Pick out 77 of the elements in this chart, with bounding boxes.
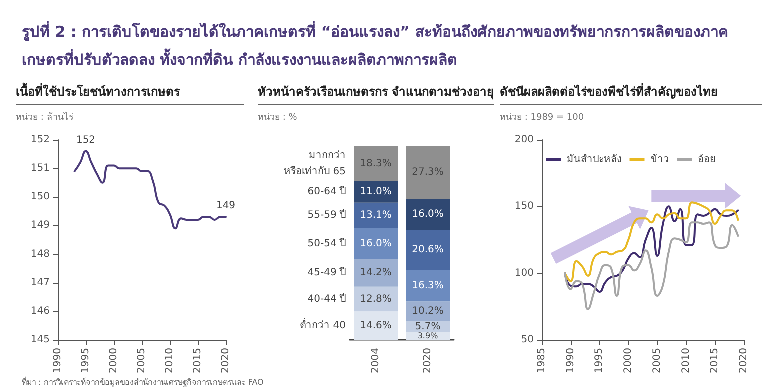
chart-subtitle: หน่วย : ล้านไร่ [16,111,75,124]
chart-title: ดัชนีผลผลิตต่อไร่ของพืชไร่ที่สำคัญของไทย [500,82,762,105]
y-tick-label: 151 [30,163,50,174]
data-label: 14.6% [360,320,392,332]
data-label: 27.3% [412,166,444,178]
y-tick-label: 200 [514,134,534,146]
x-tick-label: 2020 [220,348,232,374]
series-label: ต่ำกว่า 40 [300,317,346,332]
y-tick-label: 146 [30,306,50,317]
legend-label: อ้อย [698,154,716,166]
data-label: 12.8% [360,294,392,305]
line-series [564,202,740,282]
x-tick-label: 2000 [108,348,120,374]
x-tick-label: 2010 [680,348,692,374]
annotation: 149 [216,200,236,212]
chart-title: เนื้อที่ใช้ประโยชน์ทางการเกษตร [16,82,244,105]
data-label: 16.0% [360,238,392,250]
y-tick-label: 145 [30,334,50,346]
bar [406,230,450,270]
legend-label: ข้าว [650,154,670,166]
text: ที่มา : การวิเคราะห์จากข้อมูลของสำนักงานเศรษฐกิจการเกษตรและ FAO [22,376,264,389]
bar [354,312,398,340]
bar [406,146,450,199]
data-label: 13.1% [360,210,392,222]
data-label: 10.2% [412,306,444,317]
data-label: 16.0% [412,208,444,220]
x-tick-label: 1985 [536,348,548,374]
series-label: 45-49 ปี [308,266,346,279]
y-tick-label: 100 [514,268,534,279]
x-tick-label: 2005 [652,348,663,374]
bar [406,302,450,322]
x-tick-label: 2015 [192,348,204,374]
series-label: 55-59 ปี [308,209,346,222]
x-tick-label: 2020 [422,348,434,374]
y-tick-label: 150 [514,201,534,212]
data-label: 14.2% [360,268,392,279]
line-series [564,206,740,293]
data-label: 18.3% [360,158,392,170]
bar [354,228,398,260]
line-series [564,222,740,310]
annotation: 152 [76,134,96,146]
bar [354,182,398,203]
data-label: 3.9% [418,332,439,341]
y-tick-label: 152 [30,134,50,146]
y-tick-label: 50 [521,334,534,346]
series-label: 40-44 ปี [308,292,346,305]
data-label: 11.0% [360,186,392,198]
bar [354,146,398,182]
legend-label: มันสำปะหลัง [566,154,622,166]
y-tick-label: 149 [30,220,50,232]
x-tick-label: 1995 [594,348,606,374]
x-tick-label: 2000 [623,348,634,374]
x-tick-label: 1990 [52,348,64,374]
bar [406,270,450,302]
series-label: 60-64 ปี [308,186,346,198]
y-tick-label: 147 [30,277,50,288]
data-label: 5.7% [415,321,441,332]
x-tick-label: 2004 [370,348,382,374]
x-tick-label: 1995 [80,348,92,374]
text: หน่วย : % [258,112,298,124]
data-label: 20.6% [412,244,444,256]
series-label: มากกว่า หรือเท่ากับ 65 [284,150,346,178]
bar [406,198,450,230]
data-label: 16.3% [412,280,444,292]
series-label: 50-54 ปี [308,237,346,250]
y-tick-label: 150 [30,192,50,203]
x-tick-label: 1990 [565,348,576,374]
y-tick-label: 148 [30,248,50,260]
bar [354,202,398,228]
x-tick-label: 2010 [164,348,176,374]
chart-title: หัวหน้าครัวเรือนเกษตรกร จำแนกตามช่วงอายุ [258,82,494,105]
x-tick-label: 2020 [738,348,750,374]
x-tick-label: 2015 [710,348,721,374]
chart-subtitle: หน่วย : 1989 = 100 [500,112,586,124]
x-tick-label: 2005 [136,348,148,374]
bar [354,259,398,287]
text: รูปที่ 2 : การเติบโตของรายได้ในภาคเกษตรที่ “อ่อนแรงลง” สะท้อนถึงศักยภาพของทรัพยากรการผลิตของภาคเกษตรที่ปรับตัวลดลง ทั้งจากที่ดิน กำลังแรงงานและผลิตภาพการผลิต [22,20,730,71]
